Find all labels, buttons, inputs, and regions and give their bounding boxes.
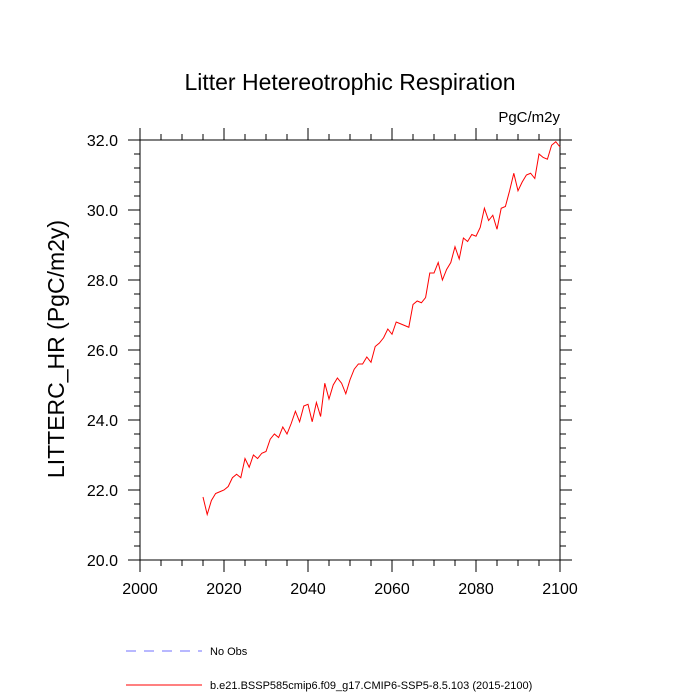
x-tick-label: 2040 (290, 581, 326, 598)
y-tick-label: 28.0 (87, 273, 118, 290)
y-tick-labels: 20.0 22.0 24.0 26.0 28.0 30.0 32.0 (87, 133, 118, 570)
plot-area: 2000 2020 2040 2060 2080 2100 20.0 22.0 24.0 26.… (87, 128, 578, 598)
x-tick-labels: 2000 2020 2040 2060 2080 2100 (122, 581, 578, 598)
y-tick-label: 20.0 (87, 553, 118, 570)
major-ticks (128, 128, 572, 572)
y-tick-label: 30.0 (87, 203, 118, 220)
chart-title: Litter Hetereotrophic Respiration (184, 69, 515, 95)
series-line (202, 141, 561, 517)
x-tick-label: 2000 (122, 581, 158, 598)
y-tick-label: 24.0 (87, 413, 118, 430)
legend-label-model: b.e21.BSSP585cmip6.f09_g17.CMIP6-SSP5-8.… (210, 680, 532, 692)
y-tick-label: 32.0 (87, 133, 118, 150)
y-tick-label: 22.0 (87, 483, 118, 500)
x-tick-label: 2060 (374, 581, 410, 598)
minor-ticks (134, 134, 566, 566)
x-tick-label: 2100 (542, 581, 578, 598)
units-label: PgC/m2y (498, 109, 560, 126)
legend-label-no-obs: No Obs (210, 646, 248, 658)
y-axis-label: LITTERC_HR (PgC/m2y) (43, 220, 69, 478)
legend: No Obs b.e21.BSSP585cmip6.f09_g17.CMIP6-… (126, 646, 532, 692)
x-tick-label: 2020 (206, 581, 242, 598)
x-tick-label: 2080 (458, 581, 494, 598)
series-lines (202, 141, 561, 517)
y-tick-label: 26.0 (87, 343, 118, 360)
